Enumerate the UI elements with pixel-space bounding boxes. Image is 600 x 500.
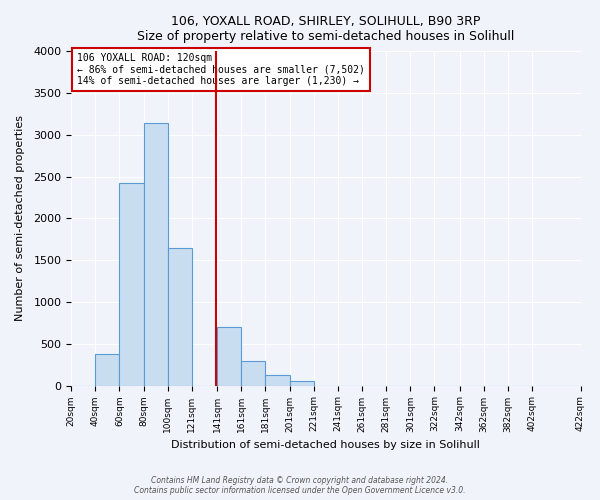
Bar <box>241 362 265 386</box>
Bar <box>265 374 290 386</box>
Bar <box>143 123 168 386</box>
Bar <box>217 327 241 386</box>
Y-axis label: Number of semi-detached properties: Number of semi-detached properties <box>15 116 25 322</box>
Bar <box>119 183 143 386</box>
Bar <box>95 354 119 386</box>
Text: 106 YOXALL ROAD: 120sqm
← 86% of semi-detached houses are smaller (7,502)
14% of: 106 YOXALL ROAD: 120sqm ← 86% of semi-de… <box>77 53 365 86</box>
Bar <box>290 381 314 386</box>
X-axis label: Distribution of semi-detached houses by size in Solihull: Distribution of semi-detached houses by … <box>172 440 480 450</box>
Text: Contains HM Land Registry data © Crown copyright and database right 2024.
Contai: Contains HM Land Registry data © Crown c… <box>134 476 466 495</box>
Bar <box>168 248 192 386</box>
Title: 106, YOXALL ROAD, SHIRLEY, SOLIHULL, B90 3RP
Size of property relative to semi-d: 106, YOXALL ROAD, SHIRLEY, SOLIHULL, B90… <box>137 15 515 43</box>
